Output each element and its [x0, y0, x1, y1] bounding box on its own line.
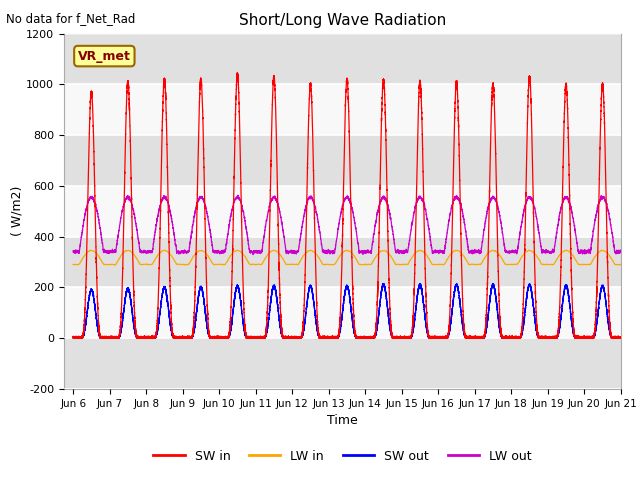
Text: No data for f_Net_Rad: No data for f_Net_Rad — [6, 12, 136, 25]
Bar — [64, 288, 621, 338]
Bar — [64, 34, 621, 84]
Text: VR_met: VR_met — [78, 49, 131, 62]
Y-axis label: ( W/m2): ( W/m2) — [10, 186, 24, 236]
Title: Short/Long Wave Radiation: Short/Long Wave Radiation — [239, 13, 446, 28]
Bar — [64, 135, 621, 186]
Bar — [64, 84, 621, 135]
Bar — [64, 338, 621, 389]
Legend: SW in, LW in, SW out, LW out: SW in, LW in, SW out, LW out — [148, 445, 536, 468]
Bar — [64, 186, 621, 237]
Bar — [64, 237, 621, 288]
X-axis label: Time: Time — [327, 414, 358, 427]
